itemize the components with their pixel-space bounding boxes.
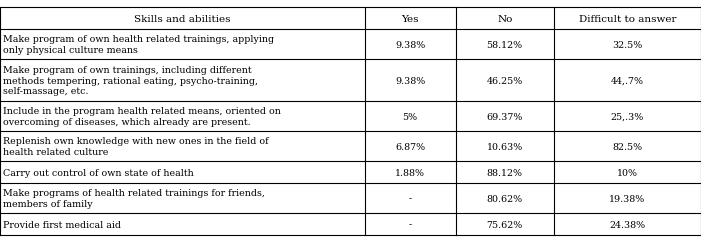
Text: Replenish own knowledge with new ones in the field of
health related culture: Replenish own knowledge with new ones in… — [3, 137, 268, 156]
Text: 58.12%: 58.12% — [486, 40, 523, 49]
Text: 88.12%: 88.12% — [486, 168, 523, 177]
Text: Carry out control of own state of health: Carry out control of own state of health — [3, 168, 193, 177]
Text: Yes: Yes — [402, 14, 418, 24]
Text: 75.62%: 75.62% — [486, 220, 523, 228]
Text: -: - — [409, 194, 411, 203]
Text: 46.25%: 46.25% — [486, 76, 523, 85]
Text: Provide first medical aid: Provide first medical aid — [3, 220, 121, 228]
Text: 10.63%: 10.63% — [486, 142, 523, 151]
Text: Include in the program health related means, oriented on
overcoming of diseases,: Include in the program health related me… — [3, 107, 281, 126]
Text: 19.38%: 19.38% — [609, 194, 646, 203]
Text: Make programs of health related trainings for friends,
members of family: Make programs of health related training… — [3, 188, 265, 208]
Text: -: - — [409, 220, 411, 228]
Text: Make program of own trainings, including different
methods tempering, rational e: Make program of own trainings, including… — [3, 66, 258, 96]
Text: 82.5%: 82.5% — [613, 142, 642, 151]
Text: 10%: 10% — [617, 168, 638, 177]
Text: 32.5%: 32.5% — [612, 40, 643, 49]
Text: 80.62%: 80.62% — [486, 194, 523, 203]
Text: 9.38%: 9.38% — [395, 40, 426, 49]
Text: No: No — [497, 14, 512, 24]
Text: Difficult to answer: Difficult to answer — [578, 14, 676, 24]
Text: 25,.3%: 25,.3% — [611, 112, 644, 121]
Text: 6.87%: 6.87% — [395, 142, 425, 151]
Text: Skills and abilities: Skills and abilities — [134, 14, 231, 24]
Text: Make program of own health related trainings, applying
only physical culture mea: Make program of own health related train… — [3, 35, 274, 54]
Text: 9.38%: 9.38% — [395, 76, 426, 85]
Text: 5%: 5% — [402, 112, 418, 121]
Text: 1.88%: 1.88% — [395, 168, 425, 177]
Text: 44,.7%: 44,.7% — [611, 76, 644, 85]
Text: 24.38%: 24.38% — [609, 220, 646, 228]
Text: 69.37%: 69.37% — [486, 112, 523, 121]
